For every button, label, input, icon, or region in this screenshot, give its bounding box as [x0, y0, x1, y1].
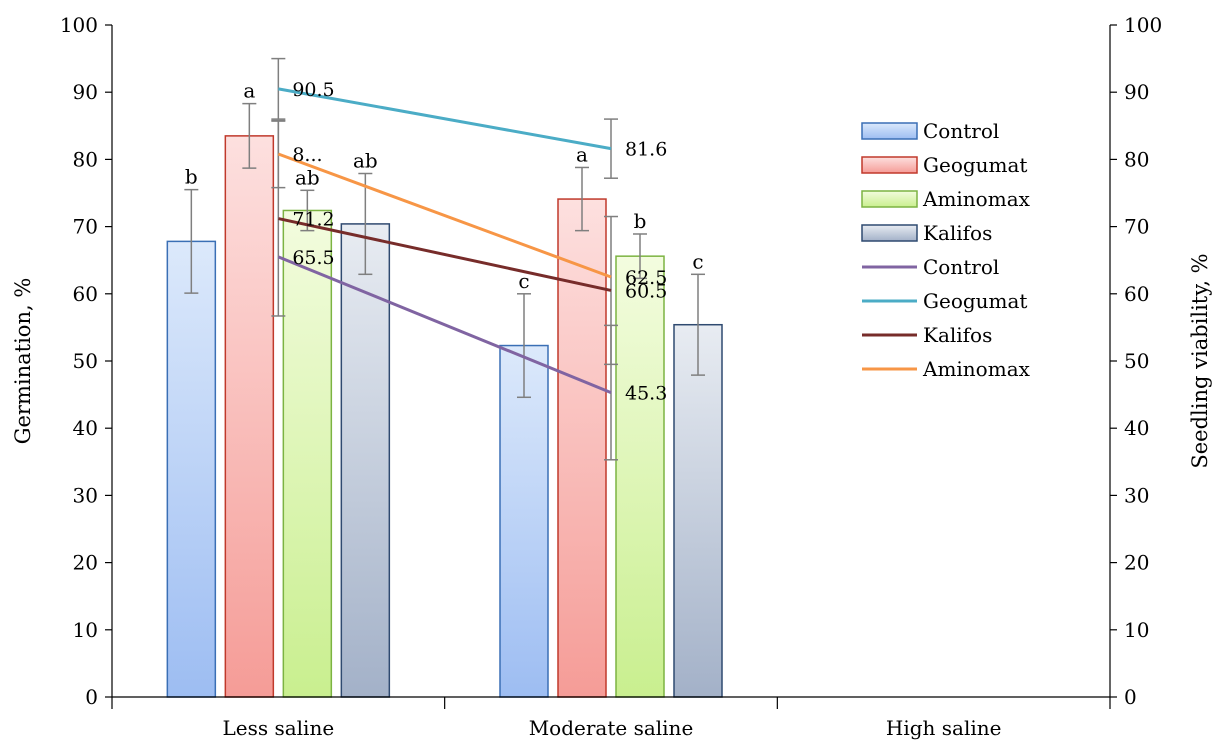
- significance-letter: a: [576, 142, 588, 166]
- y-tick-label-right: 80: [1124, 147, 1149, 171]
- bar-error-control-1: [517, 293, 531, 399]
- y-tick-label-left: 20: [73, 551, 98, 575]
- y-tick-label-left: 100: [60, 13, 98, 37]
- y-tick-label-right: 10: [1124, 618, 1149, 642]
- legend-label: Geogumat: [923, 153, 1027, 177]
- y-tick-label-right: 20: [1124, 551, 1149, 575]
- line-geogumat: [278, 87, 612, 151]
- bar-error-kalifos-1: [691, 273, 705, 376]
- line-data-label: 71.2: [292, 209, 334, 231]
- y-tick-label-right: 100: [1124, 13, 1162, 37]
- significance-letter: ab: [295, 165, 320, 189]
- significance-letter: a: [243, 79, 255, 103]
- labels-layer: 0 0 10 10 20 20 30 30 40 40 50 50 60 60 70 70 80 80 90 90 10…: [11, 13, 1212, 740]
- y-tick-label-right: 0: [1124, 685, 1137, 709]
- y-tick-label-right: 40: [1124, 416, 1149, 440]
- y-tick-label-left: 10: [73, 618, 98, 642]
- bar-control-1: [499, 344, 549, 698]
- y-tick-label-left: 40: [73, 416, 98, 440]
- line-data-label: 8...: [292, 144, 322, 166]
- legend-label: Kalifos: [923, 221, 992, 245]
- bar-aminomax-0: [282, 209, 333, 698]
- y-tick-label-left: 0: [85, 685, 98, 709]
- bar-error-kalifos-0: [358, 172, 373, 276]
- line-data-label: 60.5: [625, 280, 667, 302]
- axes-layer: [105, 24, 1117, 709]
- significance-letter: b: [185, 165, 198, 189]
- legend-label: Geogumat: [923, 289, 1027, 313]
- x-tick-label: High saline: [886, 716, 1002, 740]
- y-tick-label-left: 30: [73, 483, 98, 507]
- legend-label: Control: [923, 255, 999, 279]
- line-error-3: [604, 118, 618, 179]
- line-data-label: 62.5: [625, 267, 667, 289]
- bar-error-geogumat-0: [242, 102, 257, 169]
- y-tick-label-left: 50: [73, 349, 98, 373]
- line-control: [277, 255, 612, 394]
- x-tick-label: Less saline: [222, 716, 334, 740]
- line-data-label: 45.3: [625, 383, 667, 405]
- legend-swatch-kalifos: [861, 224, 918, 242]
- y-axis-title-right: Seedling viability, %: [1188, 253, 1212, 468]
- y-tick-label-right: 30: [1124, 483, 1149, 507]
- line-data-label: 81.6: [625, 139, 667, 161]
- y-tick-label-right: 90: [1124, 80, 1149, 104]
- legend-label: Aminomax: [922, 187, 1031, 211]
- legend: Control Geogumat Aminomax Kalifos Control Geo…: [861, 119, 1031, 381]
- bar-aminomax-1: [615, 255, 665, 698]
- x-tick-label: Moderate saline: [529, 716, 694, 740]
- bar-control-0: [166, 240, 217, 698]
- legend-label: Control: [923, 119, 999, 143]
- y-tick-label-right: 60: [1124, 282, 1149, 306]
- bars-layer: [166, 135, 723, 698]
- legend-label: Kalifos: [923, 323, 992, 347]
- line-aminomax: [277, 152, 612, 279]
- bar-error-aminomax-1: [633, 233, 647, 280]
- bar-error-control-0: [184, 188, 199, 294]
- significance-letter: b: [634, 209, 647, 233]
- bar-kalifos-1: [673, 323, 723, 698]
- bar-kalifos-0: [340, 223, 391, 698]
- line-data-label: 90.5: [292, 79, 334, 101]
- y-tick-label-left: 60: [73, 282, 98, 306]
- line-kalifos: [278, 217, 612, 292]
- bar-geogumat-0: [224, 135, 275, 698]
- y-axis-title-left: Germination, %: [11, 278, 35, 445]
- y-tick-label-left: 90: [73, 80, 98, 104]
- legend-label: Aminomax: [922, 357, 1031, 381]
- line-data-label: 65.5: [292, 247, 334, 269]
- legend-swatch-geogumat: [861, 156, 918, 174]
- y-tick-label-left: 70: [73, 215, 98, 239]
- y-tick-label-right: 70: [1124, 215, 1149, 239]
- legend-swatch-aminomax: [861, 190, 918, 208]
- significance-letter: c: [518, 269, 529, 293]
- significance-letter: c: [692, 249, 703, 273]
- legend-swatch-control: [861, 122, 918, 140]
- y-tick-label-right: 50: [1124, 349, 1149, 373]
- y-tick-label-left: 80: [73, 147, 98, 171]
- lines-layer: [277, 87, 612, 394]
- bar-error-geogumat-1: [575, 166, 589, 232]
- significance-letter: ab: [353, 149, 378, 173]
